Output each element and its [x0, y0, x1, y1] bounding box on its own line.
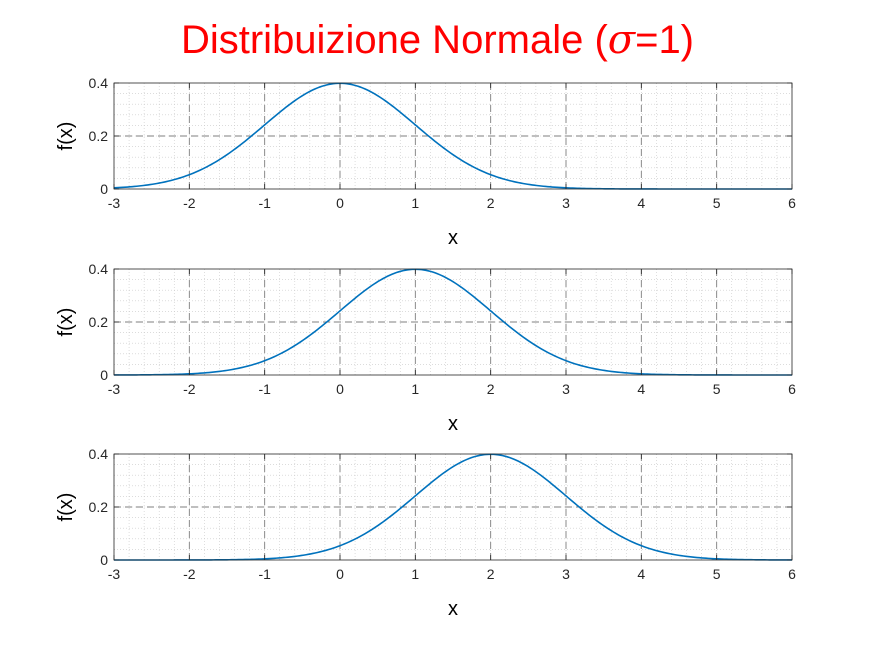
- y-tick-label: 0.4: [89, 446, 109, 462]
- x-tick-label: -3: [108, 381, 121, 397]
- y-tick-label: 0: [100, 552, 108, 568]
- x-tick-label: -1: [258, 381, 271, 397]
- x-tick-label: -1: [258, 566, 271, 582]
- x-tick-label: 1: [411, 195, 419, 211]
- y-tick-label: 0.4: [89, 261, 109, 277]
- x-axis-label: x: [448, 413, 458, 435]
- major-grid: [114, 269, 792, 375]
- x-tick-label: 3: [562, 195, 570, 211]
- x-tick-label: 5: [713, 381, 721, 397]
- x-tick-label: 3: [562, 566, 570, 582]
- x-tick-label: -2: [183, 566, 196, 582]
- y-axis-label: f(x): [55, 493, 77, 522]
- major-grid: [114, 83, 792, 189]
- x-tick-label: 1: [411, 381, 419, 397]
- x-tick-label: 5: [713, 195, 721, 211]
- y-tick-label: 0.2: [89, 314, 109, 330]
- x-tick-label: 3: [562, 381, 570, 397]
- subplot-2: -3 -2 -1 0 1 2 3 4 5 6 0 0.2 0.4 x f(x): [55, 261, 796, 435]
- x-axis-label: x: [448, 227, 458, 249]
- y-tick-label: 0.2: [89, 499, 109, 515]
- x-axis-label: x: [448, 598, 458, 620]
- x-tick-label: 5: [713, 566, 721, 582]
- title-sigma-symbol: σ: [607, 17, 636, 63]
- x-tick-label: 4: [637, 195, 645, 211]
- y-tick-label: 0: [100, 181, 108, 197]
- x-tick-label: 0: [336, 381, 344, 397]
- y-axis-label: f(x): [55, 122, 77, 151]
- x-tick-label: -3: [108, 566, 121, 582]
- x-tick-label: 0: [336, 566, 344, 582]
- major-grid: [114, 454, 792, 560]
- y-tick-label: 0.4: [89, 75, 109, 91]
- x-tick-label: 6: [788, 566, 796, 582]
- x-tick-label: 2: [487, 195, 495, 211]
- x-tick-label: -1: [258, 195, 271, 211]
- subplot-3: -3 -2 -1 0 1 2 3 4 5 6 0 0.2 0.4 x f(x): [55, 446, 796, 620]
- x-tick-label: 4: [637, 566, 645, 582]
- x-tick-label: 6: [788, 195, 796, 211]
- x-tick-label: -2: [183, 195, 196, 211]
- x-tick-label: 2: [487, 381, 495, 397]
- y-tick-label: 0.2: [89, 128, 109, 144]
- x-tick-label: 1: [411, 566, 419, 582]
- subplot-1: -3 -2 -1 0 1 2 3 4 5 6 0 0.2 0.4 x f(x): [55, 75, 796, 249]
- x-tick-label: 6: [788, 381, 796, 397]
- x-tick-label: 0: [336, 195, 344, 211]
- y-tick-label: 0: [100, 367, 108, 383]
- title-suffix: =1): [635, 18, 695, 62]
- title-prefix: Distribuizione Normale (: [180, 18, 608, 62]
- minor-grid: [114, 83, 792, 189]
- figure-title: Distribuizione Normale (σ=1): [0, 8, 875, 72]
- minor-grid: [114, 269, 792, 375]
- x-tick-label: -3: [108, 195, 121, 211]
- x-tick-label: 2: [487, 566, 495, 582]
- x-tick-label: -2: [183, 381, 196, 397]
- y-axis-label: f(x): [55, 308, 77, 337]
- x-tick-label: 4: [637, 381, 645, 397]
